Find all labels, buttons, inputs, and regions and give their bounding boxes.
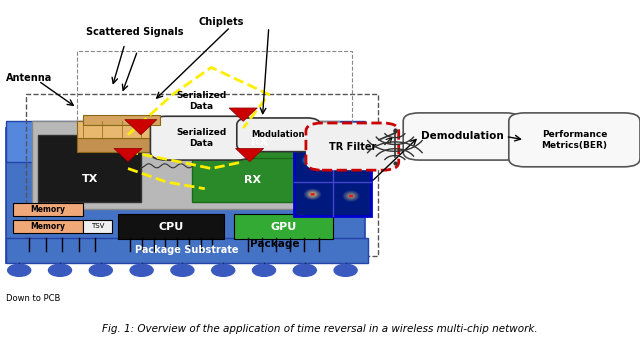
FancyBboxPatch shape [150,116,253,160]
Circle shape [49,264,72,276]
Text: Package: Package [250,239,300,249]
Circle shape [212,264,235,276]
Polygon shape [114,148,142,162]
FancyBboxPatch shape [38,135,141,202]
FancyBboxPatch shape [306,123,399,170]
Polygon shape [125,120,157,135]
Circle shape [130,264,153,276]
FancyBboxPatch shape [6,121,365,162]
Text: Memory: Memory [31,222,65,231]
Text: Memory: Memory [31,205,65,214]
Text: Serialized
Data: Serialized Data [177,91,227,111]
Text: TX: TX [81,174,98,184]
Text: RX: RX [244,175,261,185]
Polygon shape [236,148,264,162]
Text: Down to PCB: Down to PCB [6,294,61,303]
FancyBboxPatch shape [403,113,522,160]
Circle shape [334,264,357,276]
FancyBboxPatch shape [77,121,166,138]
Text: Chiplets: Chiplets [198,17,243,27]
Text: RX: RX [251,136,268,147]
Text: Performance
Metrics(BER): Performance Metrics(BER) [541,130,607,150]
FancyBboxPatch shape [205,121,314,162]
Circle shape [171,264,194,276]
FancyBboxPatch shape [509,113,640,167]
Text: TSV: TSV [91,223,104,229]
FancyBboxPatch shape [6,238,368,263]
Circle shape [293,264,316,276]
Text: Scattered Signals: Scattered Signals [86,27,184,37]
FancyBboxPatch shape [234,214,333,239]
Text: GPU: GPU [270,222,296,232]
FancyBboxPatch shape [32,121,339,209]
FancyBboxPatch shape [6,128,365,263]
Circle shape [8,264,31,276]
Text: Serialized
Data: Serialized Data [177,128,227,148]
Circle shape [90,264,113,276]
Text: Demodulation: Demodulation [421,131,504,142]
FancyBboxPatch shape [13,203,83,216]
Polygon shape [229,108,257,121]
FancyBboxPatch shape [192,158,314,202]
FancyBboxPatch shape [13,220,83,233]
Text: Modulation: Modulation [252,130,305,139]
FancyBboxPatch shape [83,220,112,233]
Text: TR Filter: TR Filter [328,142,376,152]
Text: Fig. 1: Overview of the application of time reversal in a wireless multi-chip ne: Fig. 1: Overview of the application of t… [102,324,538,334]
FancyBboxPatch shape [118,214,224,239]
FancyBboxPatch shape [83,115,160,125]
FancyBboxPatch shape [237,118,320,152]
Text: Package Substrate: Package Substrate [136,245,239,255]
Text: CPU: CPU [159,222,184,232]
Text: Antenna: Antenna [6,72,52,83]
FancyBboxPatch shape [77,138,166,152]
Circle shape [252,264,275,276]
